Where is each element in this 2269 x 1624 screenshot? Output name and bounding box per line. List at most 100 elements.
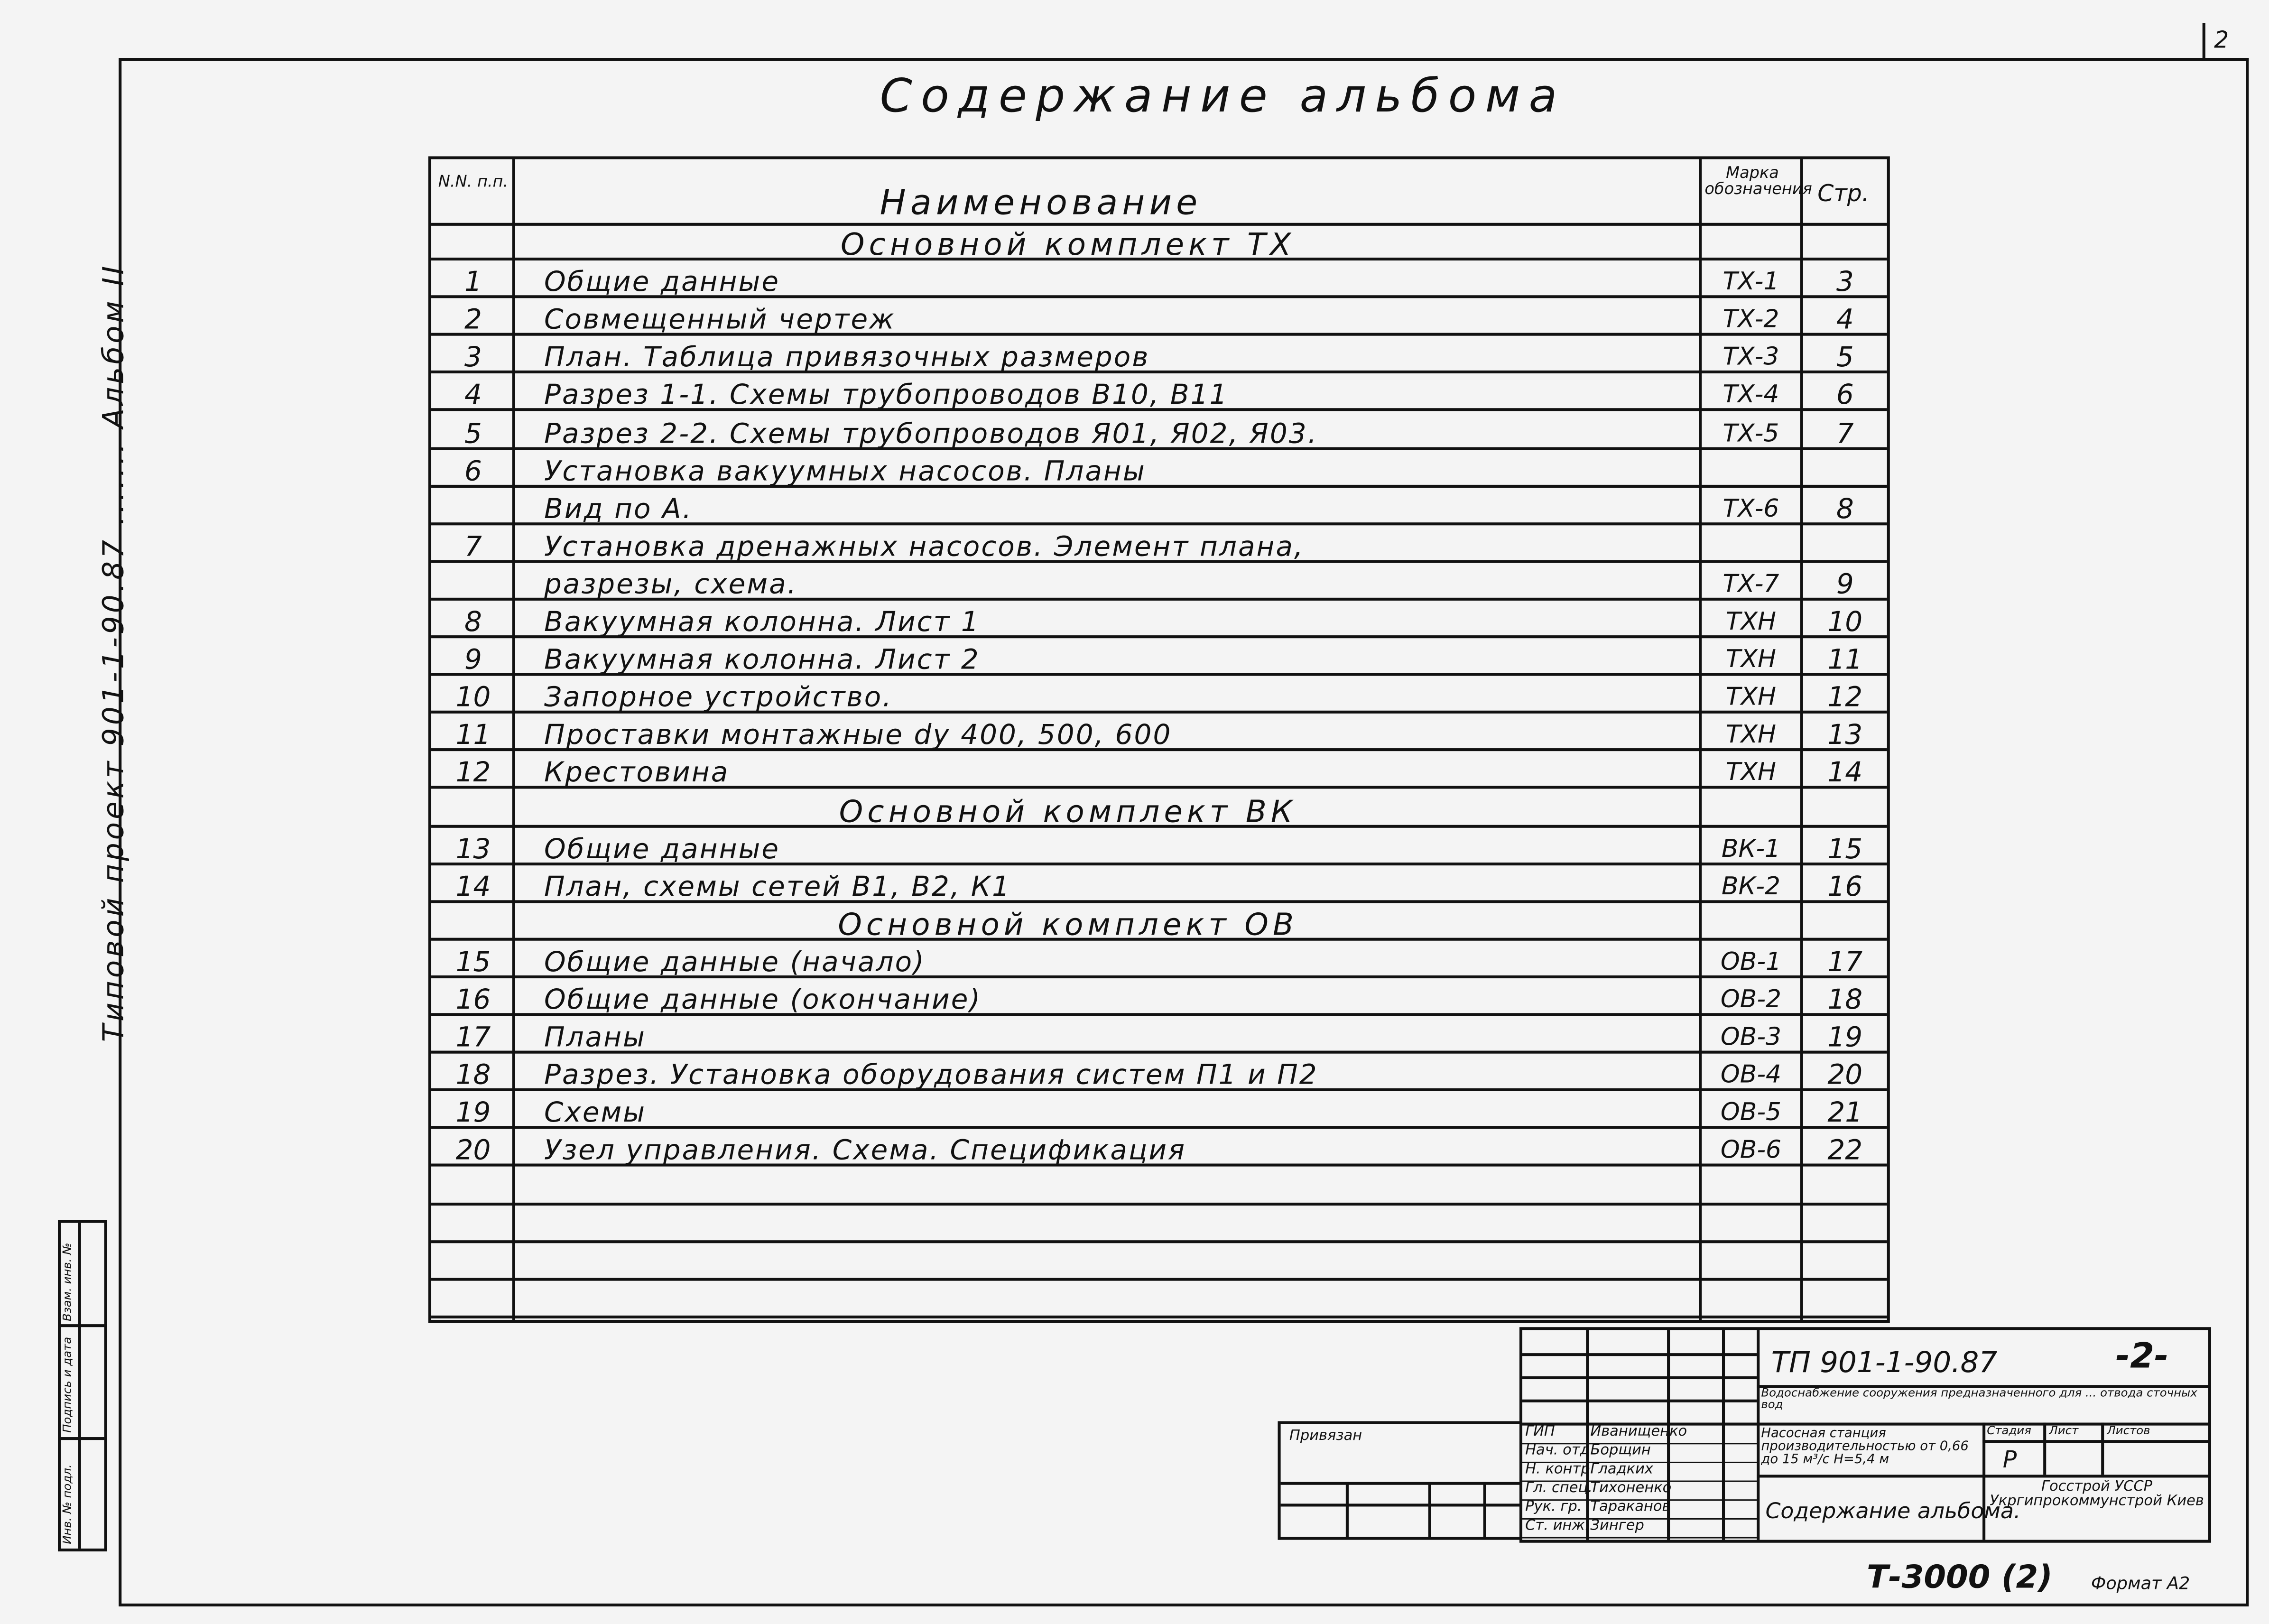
sheet-mark: -2-: [2115, 1336, 2169, 1376]
stage-label: Стадия: [1987, 1424, 2031, 1438]
cell-num: 20: [455, 1135, 491, 1167]
section-row: Основной комплект ВК: [431, 789, 1887, 829]
cell-num: [431, 487, 515, 522]
cell-mark: [1702, 449, 1800, 484]
cell-mark: ТХ-5: [1723, 419, 1779, 448]
cell-page: [1803, 1167, 1887, 1202]
role-label: ГИП: [1525, 1424, 1555, 1440]
cell-num: 9: [464, 644, 482, 676]
person-name: Гладких: [1590, 1461, 1653, 1478]
corner-box: [2202, 23, 2249, 61]
object-name: Насосная станция производительностью от …: [1761, 1427, 1969, 1468]
table-row: [431, 1205, 1887, 1243]
table-row: разрезы, схема. ТХ-7 9: [431, 563, 1887, 601]
table-row: [431, 1281, 1887, 1318]
table-row: 2 Совмещенный чертеж ТХ-2 4: [431, 298, 1887, 336]
cell-mark: ТХН: [1725, 721, 1777, 751]
role-label: Рук. гр.: [1525, 1499, 1582, 1515]
cell-num: 5: [464, 418, 482, 450]
cell-num: 18: [455, 1059, 491, 1092]
sheets-label: Листов: [2107, 1424, 2150, 1438]
cell-page: 9: [1836, 568, 1854, 601]
stamp-replace: Взам. инв. №: [61, 1243, 74, 1322]
person-name: Иванищенко: [1590, 1424, 1687, 1440]
table-row: 15 Общие данные (начало) ОВ-1 17: [431, 940, 1887, 978]
cell-num: 13: [455, 833, 491, 865]
cell-num: 10: [455, 682, 491, 714]
cell-name: Разрез. Установка оборудования систем П1…: [544, 1059, 1318, 1092]
cell-mark: [1702, 1243, 1800, 1277]
cell-num: [431, 1167, 515, 1202]
cell-num: [431, 563, 515, 597]
outer-frame: [119, 58, 2249, 1606]
cell-num: 16: [455, 984, 491, 1016]
cell-mark: [1702, 525, 1800, 560]
table-row: 14 План, схемы сетей В1, В2, К1 ВК-2 16: [431, 865, 1887, 903]
cell-name: Узел управления. Схема. Спецификация: [544, 1135, 1186, 1167]
table-row: 11 Проставки монтажные dу 400, 500, 600 ТХ…: [431, 714, 1887, 752]
cell-page: 7: [1836, 418, 1854, 450]
table-row: 6 Установка вакуумных насосов. Планы: [431, 449, 1887, 487]
cell-name: Планы: [544, 1021, 647, 1054]
stamp-sign: Подпись и дата: [61, 1336, 74, 1433]
cell-num: 15: [455, 946, 491, 978]
cell-page: 4: [1836, 304, 1854, 336]
cell-num: 8: [464, 606, 482, 639]
title-block: ГИП Иванищенко Нач. отд. Борщин Н. контр. Гла…: [1519, 1327, 2212, 1543]
cell-name: Установка вакуумных насосов. Планы: [544, 455, 1146, 487]
table-row: 12 Крестовина ТХН 14: [431, 752, 1887, 789]
cell-name: Разрез 2-2. Схемы трубопроводов Я01, Я02…: [544, 418, 1318, 450]
cell-name: Вакуумная колонна. Лист 1: [544, 606, 980, 639]
cell-page: 15: [1827, 833, 1863, 865]
cell-page: 6: [1836, 380, 1854, 412]
table-row: 19 Схемы ОВ-5 21: [431, 1092, 1887, 1130]
cell-name: Общие данные (окончание): [544, 984, 982, 1016]
header-name: Наименование: [880, 182, 1202, 223]
contents-table: N.N. п.п. Наименование Марка обозначения…: [428, 156, 1890, 1323]
project-desc: Водоснабжение сооружения предназначенног…: [1761, 1386, 2197, 1411]
cell-num: 17: [455, 1021, 491, 1054]
cell-mark: ТХ-3: [1723, 343, 1779, 372]
corner-number: 2: [2214, 26, 2229, 54]
cell-page: 8: [1836, 493, 1854, 525]
cell-num: 2: [464, 304, 482, 336]
role-label: Гл. спец.: [1525, 1480, 1593, 1497]
table-row: 20 Узел управления. Схема. Спецификация ОВ…: [431, 1130, 1887, 1167]
cell-num: 3: [464, 342, 482, 374]
binding-box: Привязан: [1278, 1421, 1523, 1540]
cell-mark: ОВ-5: [1720, 1099, 1782, 1128]
cell-mark: ОВ-4: [1720, 1061, 1782, 1090]
cell-page: 12: [1827, 682, 1863, 714]
header-mark: Марка обозначения: [1704, 163, 1812, 198]
side-stamp: Инв. № подл. Подпись и дата Взам. инв. №: [58, 1220, 107, 1552]
table-row: 10 Запорное устройство. ТХН 12: [431, 676, 1887, 714]
stamp-inv: Инв. № подл.: [61, 1464, 74, 1544]
cell-mark: ТХН: [1725, 608, 1777, 637]
cell-num: 1: [464, 266, 482, 298]
person-name: Тараканов: [1590, 1499, 1671, 1515]
cell-name: Общие данные (начало): [544, 946, 926, 978]
cell-page: 20: [1827, 1059, 1863, 1092]
bound-label: Привязан: [1289, 1428, 1362, 1445]
cell-name: Крестовина: [544, 757, 730, 789]
cell-page: 11: [1827, 644, 1863, 676]
table-header: N.N. п.п. Наименование Марка обозначения…: [431, 159, 1887, 226]
project-code: ТП 901-1-90.87: [1771, 1344, 1998, 1380]
cell-page: 10: [1827, 606, 1863, 639]
cell-name: Проставки монтажные dу 400, 500, 600: [544, 719, 1172, 752]
section-row: Основной комплект ТХ: [431, 223, 1887, 262]
header-num: N.N. п.п.: [438, 172, 509, 191]
cell-page: 5: [1836, 342, 1854, 374]
cell-name: Основной комплект ОВ: [838, 907, 1298, 942]
cell-name: Основной комплект ВК: [839, 794, 1297, 829]
cell-mark: ТХ-6: [1723, 494, 1779, 524]
sheet-label: Лист: [2049, 1424, 2079, 1438]
cell-num: 11: [455, 719, 491, 752]
cell-name: Вакуумная колонна. Лист 2: [544, 644, 980, 676]
format-label: Формат А2: [2091, 1573, 2190, 1594]
cell-page: 14: [1827, 757, 1863, 789]
cell-page: 17: [1827, 946, 1863, 978]
cell-name: Схемы: [544, 1097, 647, 1130]
cell-mark: ТХ-7: [1723, 570, 1779, 599]
